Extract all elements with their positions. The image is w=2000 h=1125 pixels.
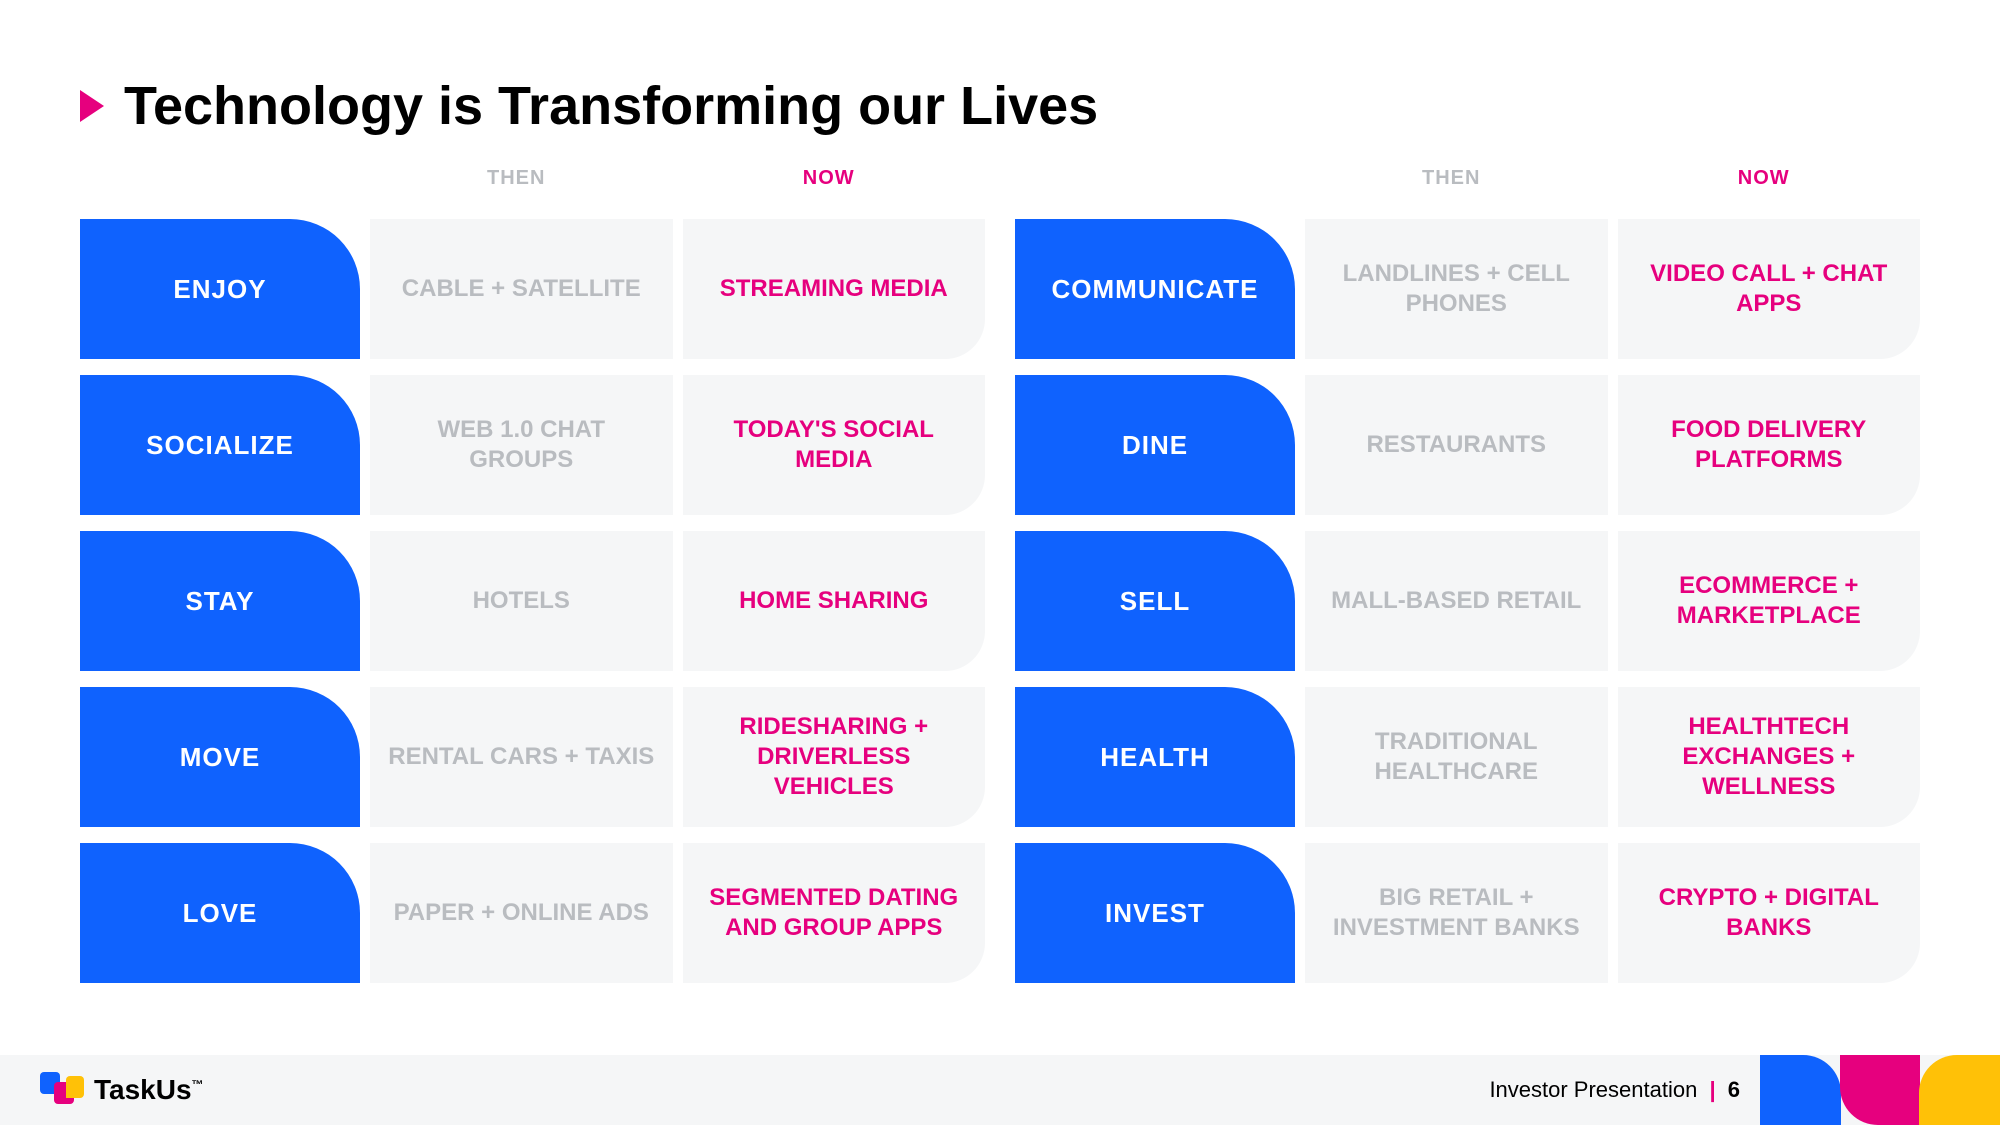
category-label: STAY — [80, 531, 360, 671]
footer-divider: | — [1709, 1077, 1715, 1102]
then-cell: TRADITIONAL HEALTHCARE — [1305, 687, 1608, 827]
table-row: SOCIALIZEWEB 1.0 CHAT GROUPSTODAY'S SOCI… — [80, 375, 985, 515]
content-area: THEN NOW ENJOYCABLE + SATELLITESTREAMING… — [0, 137, 2000, 1055]
now-cell: RIDESHARING + DRIVERLESS VEHICLES — [683, 687, 986, 827]
then-cell: HOTELS — [370, 531, 673, 671]
then-cell: RENTAL CARS + TAXIS — [370, 687, 673, 827]
header-now: NOW — [673, 167, 986, 207]
now-cell: FOOD DELIVERY PLATFORMS — [1618, 375, 1921, 515]
brand-name: TaskUs™ — [94, 1074, 204, 1106]
table-row: MOVERENTAL CARS + TAXISRIDESHARING + DRI… — [80, 687, 985, 827]
corner-decoration-icon — [1760, 1055, 2000, 1125]
table-row: ENJOYCABLE + SATELLITESTREAMING MEDIA — [80, 219, 985, 359]
then-cell: LANDLINES + CELL PHONES — [1305, 219, 1608, 359]
logo-mark-icon — [40, 1072, 84, 1108]
now-cell: VIDEO CALL + CHAT APPS — [1618, 219, 1921, 359]
now-cell: HOME SHARING — [683, 531, 986, 671]
header-spacer — [1015, 167, 1295, 207]
now-cell: HEALTHTECH EXCHANGES + WELLNESS — [1618, 687, 1921, 827]
slide: Technology is Transforming our Lives THE… — [0, 0, 2000, 1125]
table-row: HEALTHTRADITIONAL HEALTHCAREHEALTHTECH E… — [1015, 687, 1920, 827]
play-icon — [80, 90, 104, 122]
then-cell: MALL-BASED RETAIL — [1305, 531, 1608, 671]
table-row: STAYHOTELSHOME SHARING — [80, 531, 985, 671]
header-then: THEN — [360, 167, 673, 207]
category-label: MOVE — [80, 687, 360, 827]
page-title: Technology is Transforming our Lives — [124, 75, 1098, 137]
category-label: COMMUNICATE — [1015, 219, 1295, 359]
then-cell: WEB 1.0 CHAT GROUPS — [370, 375, 673, 515]
table-row: SELLMALL-BASED RETAILECOMMERCE + MARKETP… — [1015, 531, 1920, 671]
table-row: INVESTBIG RETAIL + INVESTMENT BANKSCRYPT… — [1015, 843, 1920, 983]
title-row: Technology is Transforming our Lives — [0, 0, 2000, 137]
footer-page-info: Investor Presentation | 6 — [1489, 1077, 1740, 1103]
now-cell: STREAMING MEDIA — [683, 219, 986, 359]
then-cell: CABLE + SATELLITE — [370, 219, 673, 359]
then-cell: PAPER + ONLINE ADS — [370, 843, 673, 983]
now-cell: ECOMMERCE + MARKETPLACE — [1618, 531, 1921, 671]
right-column: THEN NOW COMMUNICATELANDLINES + CELL PHO… — [1015, 167, 1920, 1055]
category-label: SOCIALIZE — [80, 375, 360, 515]
category-label: HEALTH — [1015, 687, 1295, 827]
category-label: INVEST — [1015, 843, 1295, 983]
header-spacer — [80, 167, 360, 207]
category-label: SELL — [1015, 531, 1295, 671]
now-cell: TODAY'S SOCIAL MEDIA — [683, 375, 986, 515]
category-label: LOVE — [80, 843, 360, 983]
category-label: DINE — [1015, 375, 1295, 515]
table-row: LOVEPAPER + ONLINE ADSSEGMENTED DATING A… — [80, 843, 985, 983]
brand-logo: TaskUs™ — [40, 1072, 204, 1108]
column-header-row: THEN NOW — [80, 167, 985, 207]
category-label: ENJOY — [80, 219, 360, 359]
header-now: NOW — [1608, 167, 1921, 207]
page-number: 6 — [1728, 1077, 1740, 1102]
footer-label: Investor Presentation — [1489, 1077, 1697, 1102]
left-column: THEN NOW ENJOYCABLE + SATELLITESTREAMING… — [80, 167, 985, 1055]
table-row: DINERESTAURANTSFOOD DELIVERY PLATFORMS — [1015, 375, 1920, 515]
table-row: COMMUNICATELANDLINES + CELL PHONESVIDEO … — [1015, 219, 1920, 359]
now-cell: SEGMENTED DATING AND GROUP APPS — [683, 843, 986, 983]
header-then: THEN — [1295, 167, 1608, 207]
then-cell: RESTAURANTS — [1305, 375, 1608, 515]
footer: TaskUs™ Investor Presentation | 6 — [0, 1055, 2000, 1125]
then-cell: BIG RETAIL + INVESTMENT BANKS — [1305, 843, 1608, 983]
now-cell: CRYPTO + DIGITAL BANKS — [1618, 843, 1921, 983]
column-header-row: THEN NOW — [1015, 167, 1920, 207]
